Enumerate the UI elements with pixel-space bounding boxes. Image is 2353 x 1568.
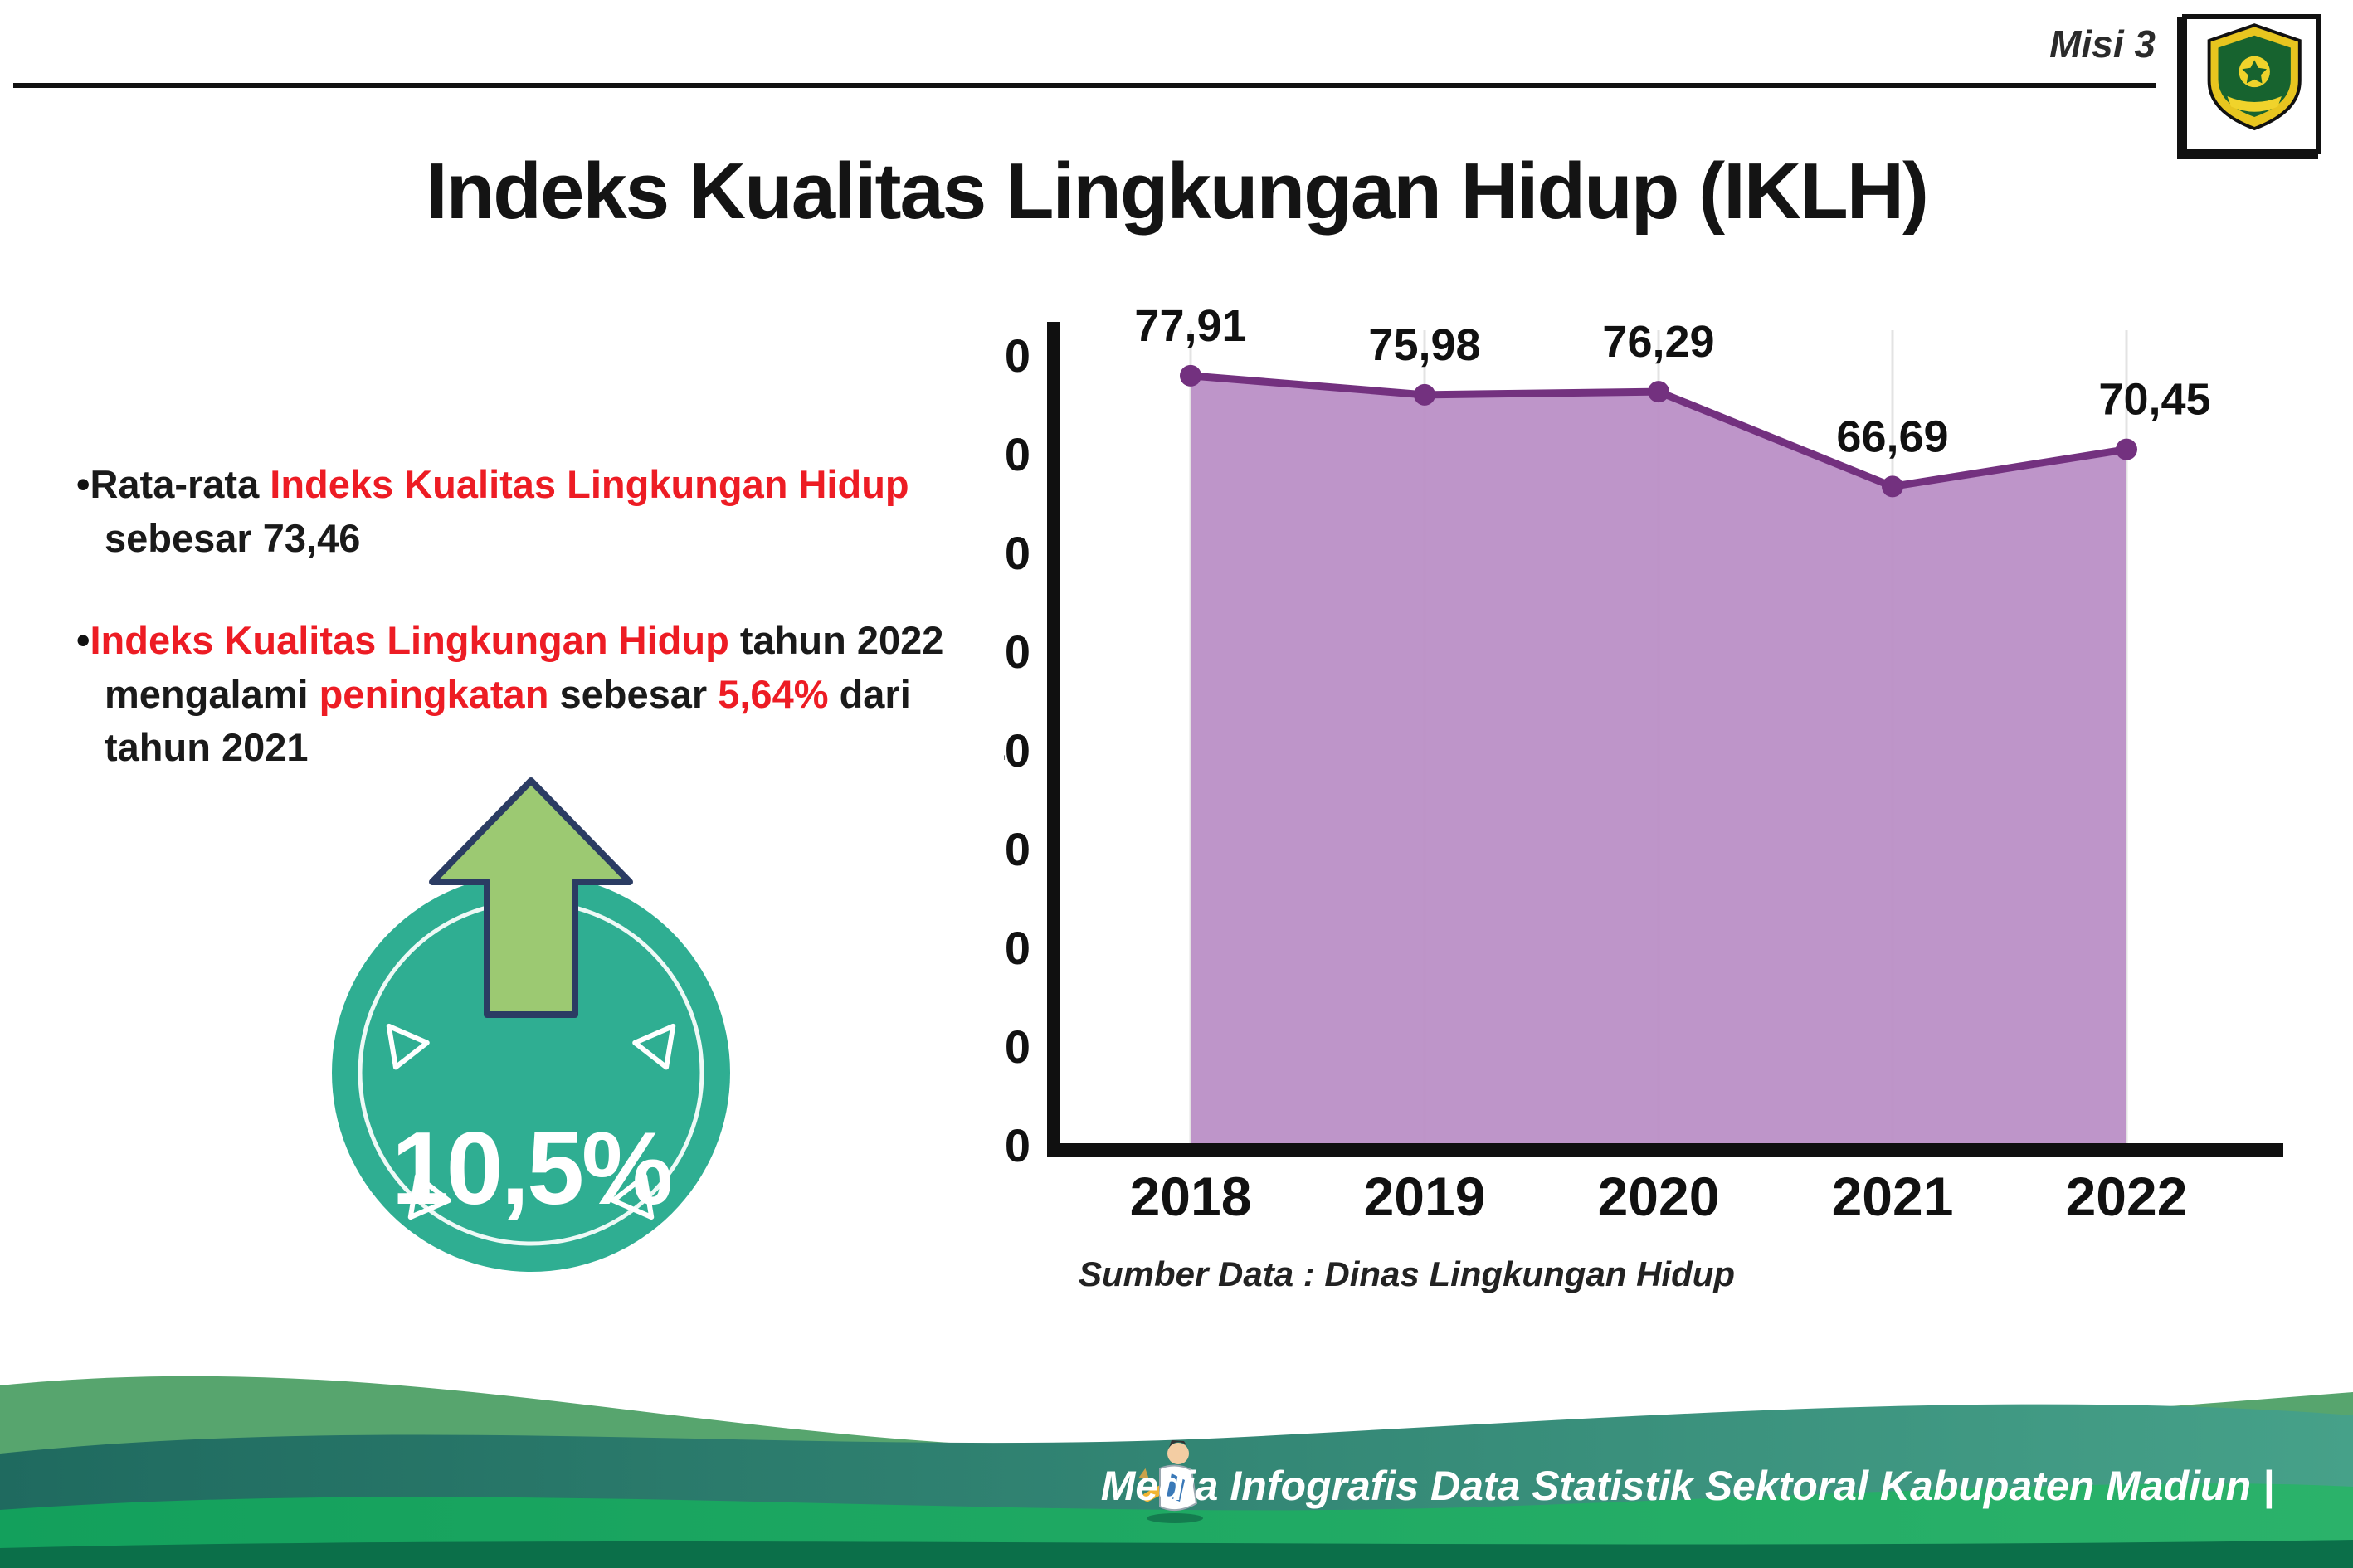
bullet-segment: dari tahun 2021 <box>105 671 911 770</box>
value-label: 76,29 <box>1602 317 1714 367</box>
y-tick-label: 10 <box>1004 1020 1030 1073</box>
bullet-segment: peningkatan <box>319 671 549 716</box>
bullet-segment: tahun 2022 mengalami <box>105 617 944 716</box>
y-axis <box>1047 322 1060 1152</box>
y-tick-label: 70 <box>1004 428 1030 480</box>
mascot-icon <box>1135 1437 1214 1528</box>
x-axis <box>1047 1143 2283 1157</box>
value-label: 75,98 <box>1368 320 1480 370</box>
bullet-segment: Indeks Kualitas Lingkungan Hidup <box>90 617 729 662</box>
bullet-segment: Indeks Kualitas Lingkungan Hidup <box>270 462 909 506</box>
source-note: Sumber Data : Dinas Lingkungan Hidup <box>1079 1254 1736 1293</box>
value-label: 66,69 <box>1836 411 1948 461</box>
y-tick-label: 60 <box>1004 527 1030 579</box>
bullet-segment: Rata-rata <box>90 462 270 506</box>
bullet-marker: • <box>76 617 90 662</box>
header-rule <box>13 83 2156 88</box>
y-tick-label: 50 <box>1004 626 1030 678</box>
y-tick-label: 0 <box>1005 1119 1030 1171</box>
data-point <box>1180 364 1201 387</box>
value-label: 70,45 <box>2098 375 2210 425</box>
y-tick-label: 20 <box>1004 922 1030 974</box>
data-point <box>2116 438 2137 460</box>
x-tick-label: 2018 <box>1130 1166 1252 1227</box>
increase-percentage: 10,5% <box>391 1112 674 1226</box>
y-tick-label: 80 <box>1004 329 1030 382</box>
data-point <box>1414 383 1435 406</box>
y-tick-label: 40 <box>1004 724 1030 777</box>
page-title: Indeks Kualitas Lingkungan Hidup (IKLH) <box>425 147 1929 236</box>
bullet-segment: sebesar <box>548 671 719 716</box>
kabupaten-madiun-logo <box>2174 13 2321 161</box>
triangle-icon <box>386 1023 430 1070</box>
triangle-icon <box>407 1173 451 1220</box>
increase-badge: 10,5% <box>328 776 743 1290</box>
x-tick-label: 2020 <box>1598 1166 1720 1227</box>
arrow-up-icon <box>429 777 633 1018</box>
x-tick-label: 2022 <box>2066 1166 2188 1227</box>
iklh-area-chart: 77,91 75,98 76,29 66,69 70,45 0 10 20 30 40 50 60 70… <box>1004 301 2283 1227</box>
kabupaten-madiun-emblem-icon <box>2177 14 2321 159</box>
bullet-item: •Indeks Kualitas Lingkungan Hidup tahun … <box>76 614 1006 776</box>
bullet-segment: 5,64% <box>718 671 829 716</box>
x-tick-label: 2021 <box>1832 1166 1954 1227</box>
x-tick-label: 2019 <box>1364 1166 1486 1227</box>
triangle-icon <box>611 1173 655 1220</box>
bullet-marker: • <box>76 462 90 506</box>
data-point <box>1882 475 1903 498</box>
footer-caption: Media Infografis Data Statistik Sektoral… <box>1100 1463 2274 1509</box>
y-tick-label: 30 <box>1004 823 1030 875</box>
triangle-icon <box>632 1023 676 1070</box>
bullet-segment: sebesar 73,46 <box>105 515 361 560</box>
summary-bullets: •Rata-rata Indeks Kualitas Lingkungan Hi… <box>76 458 1006 823</box>
bullet-item: •Rata-rata Indeks Kualitas Lingkungan Hi… <box>76 458 1006 566</box>
value-label: 77,91 <box>1134 301 1246 351</box>
misi-label: Misi 3 <box>2049 22 2156 66</box>
area-fill <box>1191 375 2126 1146</box>
data-point <box>1648 381 1669 403</box>
